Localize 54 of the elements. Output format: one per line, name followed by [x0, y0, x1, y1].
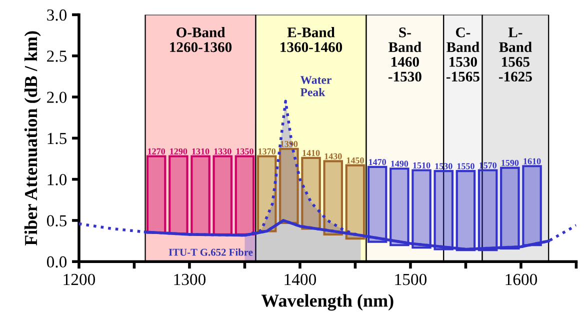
bar: [390, 168, 410, 246]
bar: [323, 160, 344, 236]
bar: [279, 148, 299, 224]
x-tick-label: 1600: [506, 274, 538, 286]
bar: [456, 170, 476, 252]
bar: [500, 166, 520, 250]
band-label: S- Band 1460 -1530: [388, 28, 422, 82]
annotation: Water Peak: [300, 76, 332, 96]
band-label: E-Band 1360-1460: [280, 27, 342, 52]
y-tick-label: 2.5: [47, 50, 67, 62]
bar: [212, 155, 233, 236]
band-label: C- Band 1530 -1565: [446, 28, 480, 82]
bar: [146, 155, 166, 234]
bar: [345, 164, 366, 240]
bar: [412, 169, 432, 249]
x-tick-label: 1500: [395, 274, 427, 286]
bar: [256, 155, 277, 232]
y-axis-title: Fiber Attenuation (dB / km): [24, 31, 41, 246]
annotation: 1430: [324, 153, 342, 160]
annotation: 1350: [236, 148, 254, 154]
annotation: 1410: [302, 150, 320, 156]
y-tick-label: 1.5: [48, 132, 67, 144]
x-tick-label: 1400: [284, 274, 316, 286]
bar: [522, 165, 542, 246]
bar: [478, 169, 498, 252]
bar: [190, 155, 210, 236]
bar: [301, 156, 321, 230]
annotation: 1470: [369, 159, 386, 166]
bar: [234, 155, 255, 236]
x-tick-label: 1200: [64, 274, 96, 286]
annotation: 1450: [346, 157, 364, 164]
bar: [434, 170, 454, 250]
band-label: O-Band 1260-1360: [170, 27, 232, 52]
annotation: 1550: [457, 163, 474, 170]
annotation: 1370: [258, 148, 276, 154]
y-tick-label: 0.5: [46, 215, 67, 226]
bar: [367, 166, 388, 243]
annotation: 1310: [192, 148, 210, 154]
annotation: 1490: [391, 160, 408, 167]
x-axis-title: Wavelength (nm): [261, 294, 394, 311]
bar: [168, 155, 188, 235]
y-tick-label: 0.0: [46, 256, 67, 268]
annotation: 1290: [170, 148, 188, 154]
annotation: 1330: [214, 148, 232, 154]
y-tick-label: 3.0: [47, 9, 67, 21]
x-tick-label: 1300: [174, 274, 206, 286]
annotation: 1590: [502, 160, 519, 166]
annotation: 1610: [524, 158, 541, 164]
annotation: 1270: [148, 148, 166, 154]
annotation: 1510: [413, 162, 430, 168]
y-tick-label: 2.0: [47, 92, 67, 104]
annotation: ITU-T G.652 Fibre: [168, 248, 253, 256]
band-label: L- Band 1565 -1625: [498, 28, 532, 82]
y-tick-label: 1.0: [48, 174, 67, 186]
